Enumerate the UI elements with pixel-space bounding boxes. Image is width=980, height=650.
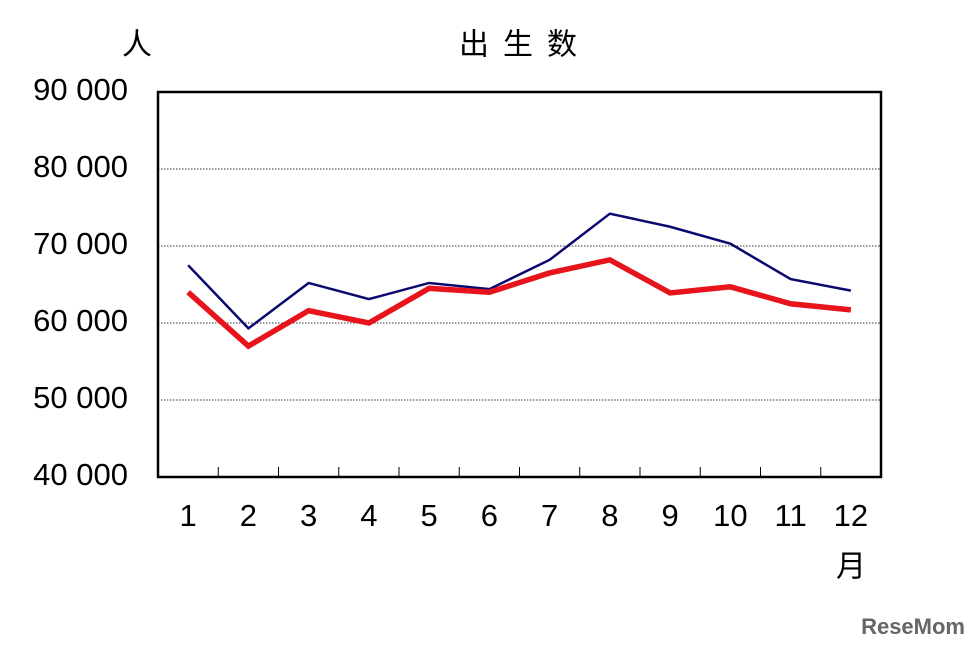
chart-title: 出生数 (459, 28, 591, 63)
y-tick-label: 70 000 (33, 226, 128, 261)
y-axis-unit: 人 (122, 28, 152, 63)
x-tick-label: 8 (601, 498, 618, 533)
watermark: ReseMom (861, 614, 965, 639)
x-tick-label: 10 (713, 498, 747, 533)
plot-frame (156, 90, 883, 479)
data-line (187, 212, 852, 331)
x-tick-label: 2 (240, 498, 257, 533)
x-tick-label: 6 (481, 498, 498, 533)
y-tick-label: 60 000 (33, 303, 128, 338)
x-tick-label: 11 (775, 498, 807, 533)
x-tick-label: 5 (421, 498, 438, 533)
y-tick-label: 50 000 (33, 380, 128, 415)
x-axis-unit: 月 (836, 550, 866, 585)
x-tick-label: 1 (180, 498, 197, 533)
x-tick-label: 3 (300, 498, 317, 533)
x-tick-label: 4 (360, 498, 377, 533)
y-tick-label: 40 000 (33, 457, 128, 492)
x-tick-label: 9 (662, 498, 679, 533)
y-tick-label: 90 000 (33, 72, 128, 107)
x-tick-label: 7 (541, 498, 558, 533)
data-line (186, 256, 852, 350)
y-tick-label: 80 000 (33, 149, 128, 184)
x-tick-label: 12 (834, 498, 868, 533)
